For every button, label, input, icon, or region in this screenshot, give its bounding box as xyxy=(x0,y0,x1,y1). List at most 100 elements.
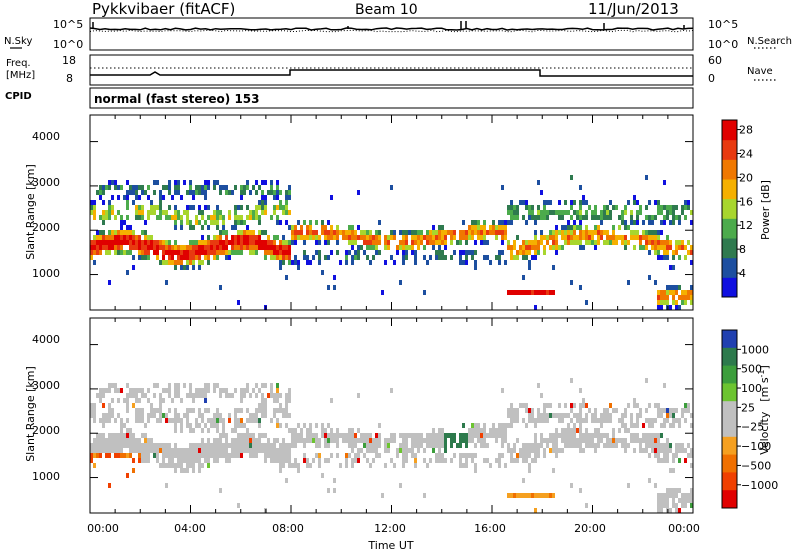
velocity-cell xyxy=(627,443,630,448)
power-cell xyxy=(549,200,552,205)
power-cell xyxy=(231,190,234,195)
velocity-cell xyxy=(243,423,246,428)
velocity-cell xyxy=(690,488,693,493)
velocity-cell xyxy=(366,433,369,438)
power-cell xyxy=(180,245,183,250)
velocity-cell xyxy=(636,423,639,428)
power-cell xyxy=(120,245,123,250)
power-cell xyxy=(312,255,315,260)
power-cell xyxy=(111,195,114,200)
power-cell xyxy=(687,240,690,245)
velocity-cell xyxy=(459,443,462,448)
velocity-cell xyxy=(141,448,144,453)
power-cell xyxy=(540,290,543,295)
power-colorbar-tick-label: 24 xyxy=(739,147,753,160)
power-cell xyxy=(237,245,240,250)
power-cell xyxy=(474,230,477,235)
velocity-cell xyxy=(324,433,327,438)
velocity-cell xyxy=(186,468,189,473)
power-cell xyxy=(387,245,390,250)
power-cell xyxy=(567,235,570,240)
velocity-cell xyxy=(282,413,285,418)
power-cell xyxy=(465,240,468,245)
velocity-cell xyxy=(675,508,678,513)
power-cell xyxy=(132,255,135,260)
velocity-colorbar-frame xyxy=(721,329,738,509)
velocity-cell xyxy=(459,463,462,468)
velocity-cell xyxy=(627,403,630,408)
power-cell xyxy=(579,285,582,290)
power-cell xyxy=(546,215,549,220)
power-cell xyxy=(534,215,537,220)
power-cell xyxy=(672,250,675,255)
velocity-cell xyxy=(483,423,486,428)
power-cell xyxy=(147,240,150,245)
power-cell xyxy=(201,210,204,215)
velocity-cell xyxy=(294,463,297,468)
power-cell xyxy=(108,180,111,185)
power-ytick-3000: 3000 xyxy=(32,176,60,189)
power-cell xyxy=(234,240,237,245)
velocity-cell xyxy=(504,433,507,438)
velocity-cell xyxy=(555,413,558,418)
velocity-cell xyxy=(525,423,528,428)
power-cell xyxy=(213,210,216,215)
velocity-cell xyxy=(660,408,663,413)
power-cell xyxy=(648,240,651,245)
power-cell xyxy=(330,230,333,235)
velocity-cell xyxy=(231,453,234,458)
power-colorbar-block xyxy=(722,159,737,180)
velocity-cell xyxy=(432,448,435,453)
velocity-cell xyxy=(108,438,111,443)
power-cell xyxy=(177,255,180,260)
velocity-cell xyxy=(288,443,291,448)
power-cell xyxy=(279,240,282,245)
power-cell xyxy=(423,290,426,295)
velocity-cell xyxy=(591,418,594,423)
power-cell xyxy=(465,250,468,255)
velocity-cell xyxy=(585,433,588,438)
power-cell xyxy=(141,250,144,255)
power-cell xyxy=(126,225,129,230)
velocity-cell xyxy=(132,468,135,473)
velocity-cell xyxy=(522,478,525,483)
velocity-cell xyxy=(510,418,513,423)
power-cell xyxy=(189,225,192,230)
power-cell xyxy=(519,200,522,205)
power-cell xyxy=(255,240,258,245)
velocity-cell xyxy=(99,398,102,403)
power-cell xyxy=(390,255,393,260)
velocity-cell xyxy=(666,418,669,423)
velocity-cell xyxy=(645,443,648,448)
power-cell xyxy=(546,235,549,240)
velocity-cell xyxy=(321,473,324,478)
velocity-cell xyxy=(207,438,210,443)
velocity-colorbar-block xyxy=(722,454,737,473)
power-cell xyxy=(351,225,354,230)
power-cell xyxy=(681,300,684,305)
velocity-cell xyxy=(642,423,645,428)
power-cell xyxy=(219,190,222,195)
power-cell xyxy=(585,240,588,245)
velocity-cell xyxy=(672,408,675,413)
power-cell xyxy=(282,245,285,250)
velocity-cell xyxy=(561,433,564,438)
velocity-cell xyxy=(669,408,672,413)
velocity-cell xyxy=(258,423,261,428)
power-cell xyxy=(186,265,189,270)
power-cell xyxy=(663,240,666,245)
velocity-cell xyxy=(657,448,660,453)
power-cell xyxy=(645,245,648,250)
power-cell xyxy=(144,240,147,245)
power-cell xyxy=(120,230,123,235)
power-cell xyxy=(555,210,558,215)
power-cell xyxy=(504,225,507,230)
power-cell xyxy=(234,185,237,190)
velocity-cell xyxy=(519,453,522,458)
power-cell xyxy=(669,305,672,310)
power-cell xyxy=(597,230,600,235)
velocity-cell xyxy=(438,443,441,448)
velocity-cell xyxy=(174,423,177,428)
velocity-cell xyxy=(126,433,129,438)
power-cell xyxy=(390,230,393,235)
